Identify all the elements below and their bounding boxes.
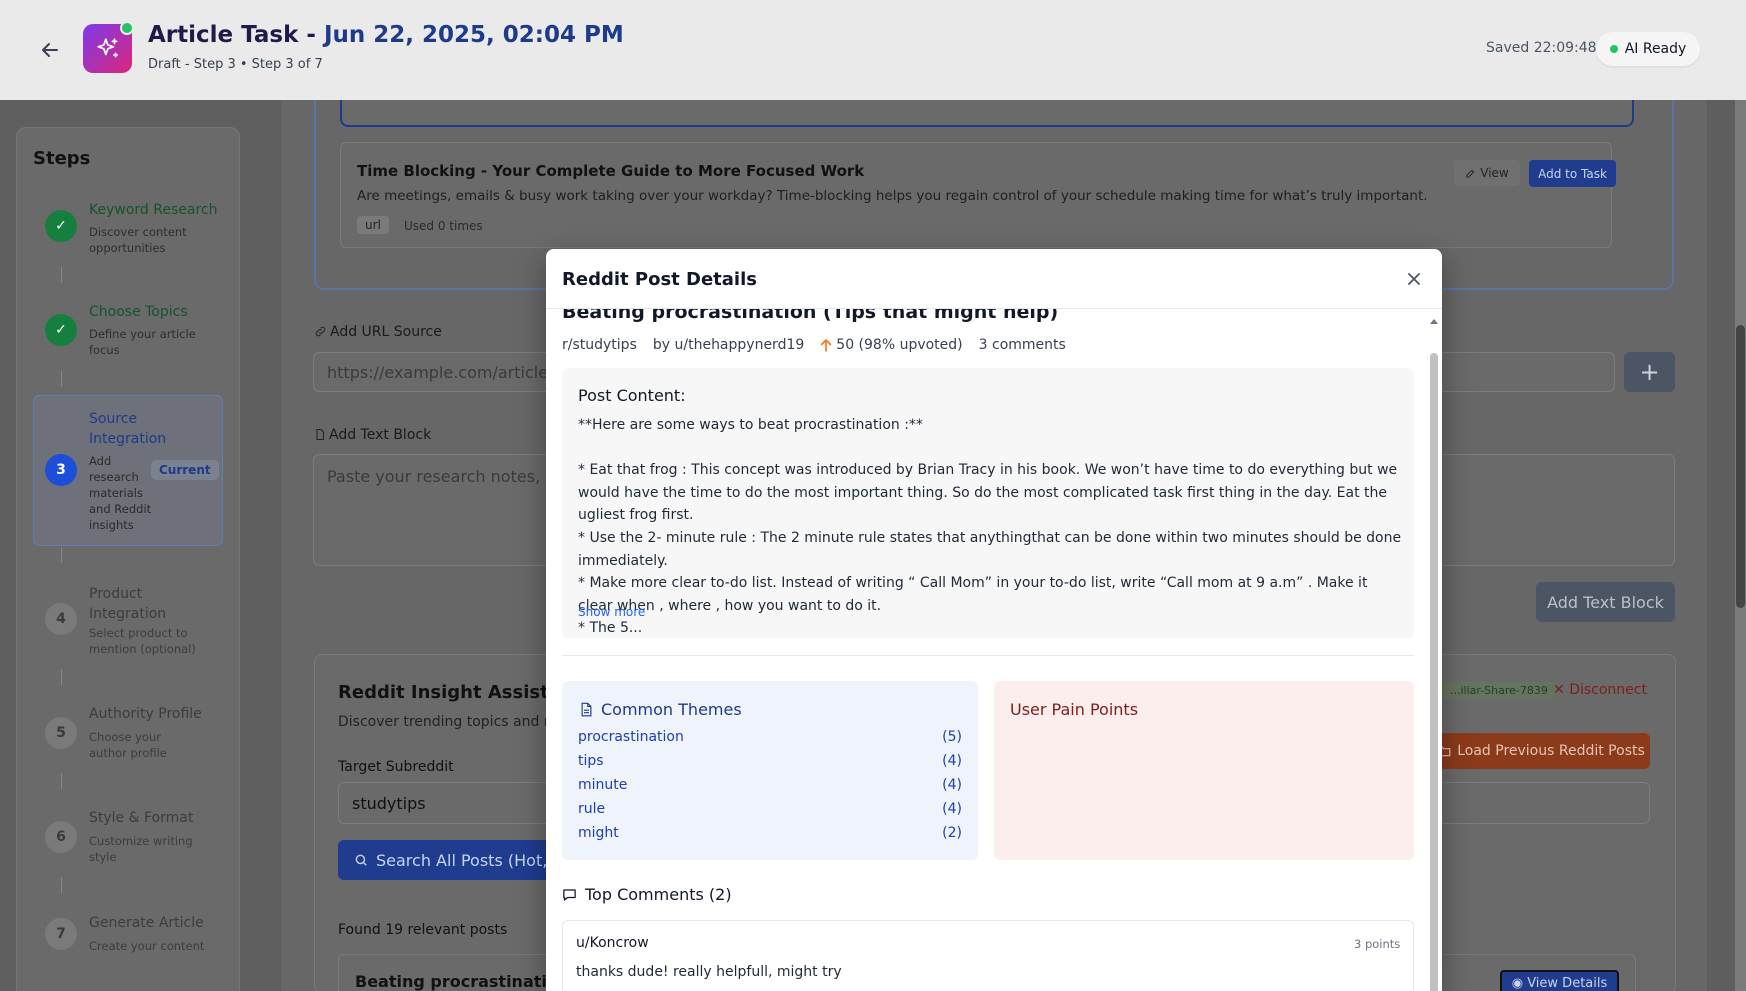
add-url-button[interactable]: + <box>1624 352 1675 392</box>
show-more-link[interactable]: Show more <box>578 605 646 619</box>
disconnect-button[interactable]: ✕ Disconnect <box>1553 682 1647 698</box>
theme-item[interactable]: procrastination (5) <box>578 729 962 745</box>
comment-body: thanks dude! really helpfull, might try <box>576 964 842 980</box>
step-connector <box>61 669 62 685</box>
theme-item[interactable]: rule (4) <box>578 801 962 817</box>
theme-item[interactable]: minute (4) <box>578 777 962 793</box>
comment-icon <box>563 888 576 901</box>
comment-author[interactable]: u/Koncrow <box>576 935 649 951</box>
add-url-label: Add URL Source <box>314 324 442 340</box>
view-details-button[interactable]: ◉ View Details <box>1500 970 1619 991</box>
reddit-post-modal: Beating procrastination (Tips that might… <box>546 249 1442 991</box>
close-icon[interactable] <box>1404 269 1424 289</box>
modal-scrollbar-thumb[interactable] <box>1430 353 1438 991</box>
back-arrow-icon[interactable] <box>38 38 62 62</box>
add-text-label: Add Text Block <box>314 427 431 443</box>
add-to-task-button[interactable]: Add to Task <box>1529 160 1616 187</box>
post-score: 50 (98% upvoted) <box>820 337 963 353</box>
theme-item[interactable]: tips (4) <box>578 753 962 769</box>
scroll-up-arrow-icon[interactable] <box>1428 316 1440 326</box>
current-step-badge: Current <box>151 460 219 480</box>
user-pain-points-panel <box>994 681 1414 860</box>
page-subtitle: Draft - Step 3 • Step 3 of 7 <box>148 57 323 72</box>
source-description: Are meetings, emails & busy work taking … <box>357 188 1428 204</box>
theme-item[interactable]: might (2) <box>578 825 962 841</box>
comment-points: 3 points <box>1354 937 1401 951</box>
divider <box>562 655 1414 656</box>
reddit-user-chip: ...iliar-Share-7839 <box>1442 682 1556 699</box>
target-subreddit-label: Target Subreddit <box>338 759 454 775</box>
modal-header: Reddit Post Details <box>546 249 1442 309</box>
source-usage: Used 0 times <box>404 219 483 233</box>
saved-timestamp: Saved 22:09:48 <box>1486 40 1597 56</box>
check-icon: ✓ <box>45 210 77 242</box>
search-icon <box>355 854 367 866</box>
edit-icon <box>1466 169 1475 178</box>
document-icon <box>316 429 324 440</box>
view-source-button[interactable]: View <box>1454 160 1520 186</box>
reddit-assistant-title: Reddit Insight Assistant <box>338 682 583 703</box>
step-connector <box>61 371 62 387</box>
reddit-assistant-subtitle: Discover trending topics and real <box>338 714 571 730</box>
reddit-result-title: Beating procrastination (T <box>355 972 594 991</box>
load-previous-posts-button[interactable]: Load Previous Reddit Posts <box>1432 733 1650 769</box>
step-connector <box>61 547 62 563</box>
steps-title: Steps <box>33 148 91 169</box>
ai-status-badge: AI Ready <box>1596 32 1700 66</box>
user-pain-points-title: User Pain Points <box>1010 700 1139 719</box>
modal-title: Reddit Post Details <box>562 269 757 290</box>
comment-card <box>562 920 1414 991</box>
post-content-box <box>562 368 1414 638</box>
post-meta: r/studytips by u/thehappynerd19 50 (98% … <box>562 337 1066 353</box>
top-comments-title: Top Comments (2) <box>562 885 732 904</box>
source-type-tag: url <box>357 216 389 234</box>
post-author[interactable]: by u/thehappynerd19 <box>652 337 805 353</box>
check-icon: ✓ <box>45 314 77 346</box>
step-connector <box>61 877 62 893</box>
document-icon <box>581 702 592 717</box>
common-themes-title: Common Themes <box>580 700 742 719</box>
step-connector <box>61 267 62 283</box>
page-scrollbar-thumb[interactable] <box>1736 325 1745 608</box>
search-all-posts-button[interactable]: Search All Posts (Hot, To <box>338 840 578 880</box>
page-gutter <box>1707 100 1735 991</box>
arrow-up-icon <box>820 339 832 352</box>
post-content-label: Post Content: <box>578 386 686 405</box>
source-title: Time Blocking - Your Complete Guide to M… <box>357 162 865 180</box>
page-title: Article Task - Jun 22, 2025, 02:04 PM <box>148 22 624 48</box>
post-comments-count: 3 comments <box>978 337 1066 353</box>
link-icon <box>315 326 326 337</box>
status-dot-icon <box>1609 45 1618 53</box>
online-status-dot <box>120 21 134 35</box>
post-content-text: **Here are some ways to beat procrastina… <box>578 417 1402 637</box>
app-header: Article Task - Jun 22, 2025, 02:04 PM Dr… <box>0 0 1746 100</box>
step-connector <box>61 773 62 789</box>
modal-scrollbar[interactable] <box>1428 311 1440 991</box>
post-subreddit[interactable]: r/studytips <box>562 337 637 353</box>
common-themes-panel <box>562 681 978 860</box>
source-card <box>340 142 1612 248</box>
add-text-block-button[interactable]: Add Text Block <box>1536 582 1675 622</box>
found-posts-count: Found 19 relevant posts <box>338 922 508 938</box>
